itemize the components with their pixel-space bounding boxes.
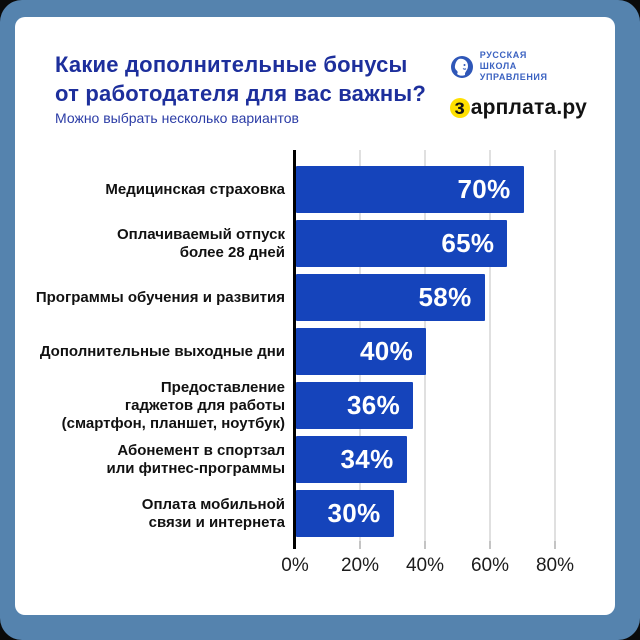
bar-row-label: Абонемент в спортзал или фитнес-программ…: [106, 441, 285, 477]
bar-value-label: 40%: [360, 336, 413, 366]
zarplata-logo: з арплата.ру: [449, 96, 587, 120]
bar: 36%: [296, 382, 413, 429]
x-axis-tick: [359, 541, 361, 549]
bar: 30%: [296, 490, 394, 537]
x-axis-tick-label: 80%: [535, 555, 575, 576]
x-axis-tick: [424, 541, 426, 549]
bar: 40%: [296, 328, 426, 375]
bar-row-label: Программы обучения и развития: [35, 288, 285, 306]
bar: 65%: [296, 220, 508, 267]
bar-value-label: 70%: [457, 174, 511, 204]
title-line-1: Какие дополнительные бонусы: [55, 52, 408, 77]
rsu-text-line3: УПРАВЛЕНИЯ: [479, 72, 548, 82]
bar-value-label: 30%: [327, 498, 381, 528]
rsu-text-line2: ШКОЛА: [479, 61, 517, 71]
zarplata-yellow-circle-icon: з: [449, 96, 470, 119]
bar-value-label: 36%: [347, 390, 400, 420]
rsu-text-line1: РУССКАЯ: [479, 50, 527, 60]
bar: 58%: [296, 274, 485, 321]
bar-value-label: 65%: [441, 228, 495, 258]
zarplata-first-letter: з: [454, 96, 466, 119]
bar-value-label: 58%: [418, 282, 472, 312]
x-axis-tick-label: 60%: [470, 555, 510, 576]
bar-row-label: Дополнительные выходные дни: [39, 342, 285, 360]
bar-value-label: 34%: [340, 444, 394, 474]
chart-gridline: [489, 150, 491, 541]
bar-row-label: Медицинская страховка: [105, 180, 285, 198]
logos: РУССКАЯ ШКОЛА УПРАВЛЕНИЯ з арплата.ру: [449, 50, 587, 120]
page-subtitle: Можно выбрать несколько вариантов: [55, 110, 299, 126]
bar: 70%: [296, 166, 524, 213]
x-axis-tick: [554, 541, 556, 549]
bar: 34%: [296, 436, 407, 483]
x-axis-tick-label: 40%: [405, 555, 445, 576]
rsu-logo-text: РУССКАЯ ШКОЛА УПРАВЛЕНИЯ: [480, 50, 548, 83]
bar-chart: 0% 20% 40% 60% 80% Медицинская страховка 70% Оп…: [15, 17, 615, 615]
bar-row-label: Оплата мобильной связи и интернета: [141, 495, 285, 531]
rsu-face-icon: [450, 55, 474, 79]
bar-row-label: Оплачиваемый отпуск более 28 дней: [117, 225, 285, 261]
x-axis-tick: [489, 541, 491, 549]
rsu-logo: РУССКАЯ ШКОЛА УПРАВЛЕНИЯ: [450, 50, 548, 83]
page-title: Какие дополнительные бонусы от работодат…: [55, 50, 426, 108]
x-axis-tick-label: 20%: [340, 555, 380, 576]
title-line-2: от работодателя для вас важны?: [55, 81, 426, 106]
infographic-card: Какие дополнительные бонусы от работодат…: [15, 17, 615, 615]
y-axis-line: [293, 150, 296, 549]
bar-row-label: Предоставление гаджетов для работы (смар…: [61, 378, 285, 432]
chart-gridline: [554, 150, 556, 541]
zarplata-logo-text: арплата.ру: [470, 96, 587, 119]
x-axis-tick-label: 0%: [281, 555, 309, 576]
